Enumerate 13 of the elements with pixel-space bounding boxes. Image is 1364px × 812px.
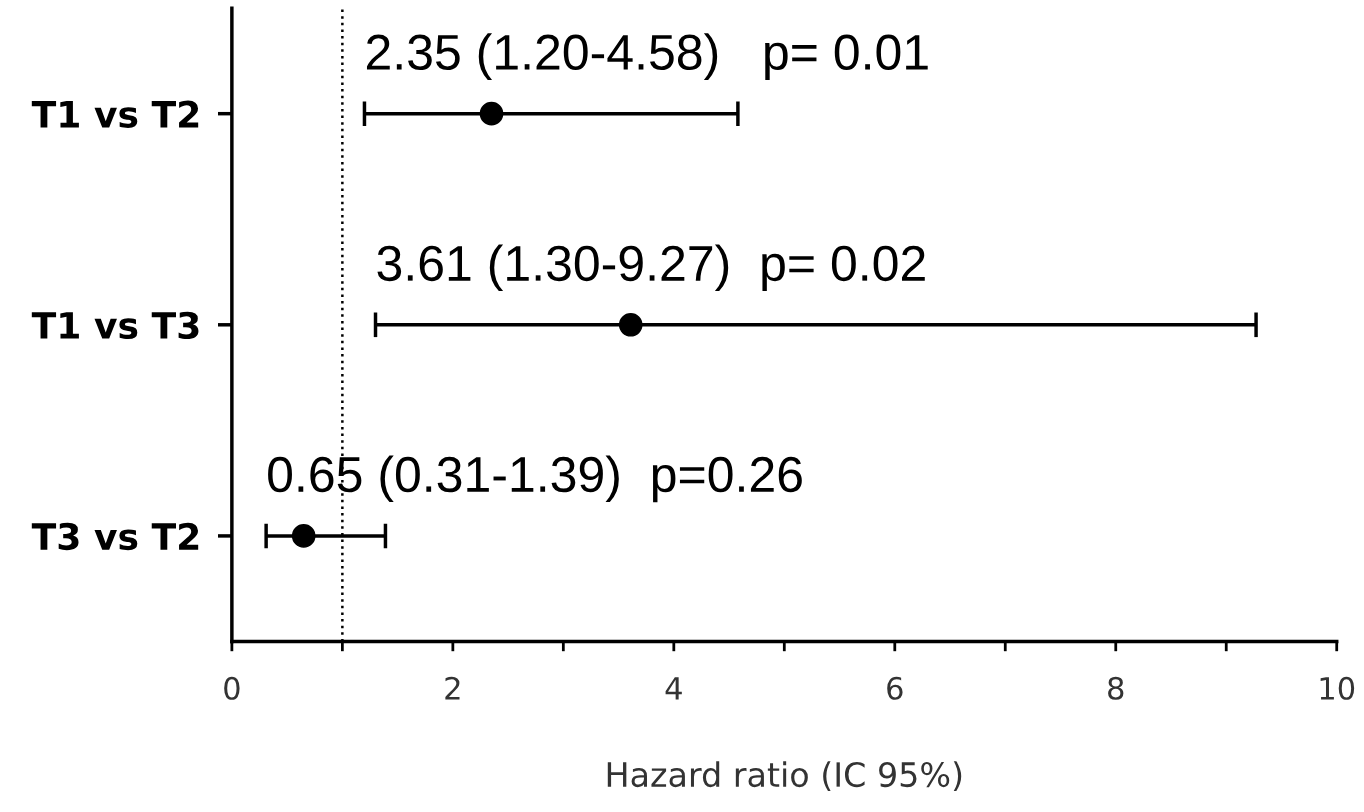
data-label: 2.35 (1.20-4.58) p= 0.01	[366, 33, 928, 80]
data-label: 3.61 (1.30-9.27) p= 0.02	[377, 244, 925, 292]
y-tick-label: T1 vs T2	[31, 100, 199, 128]
x-tick-label: 8	[1108, 676, 1124, 700]
y-tick-label: T1 vs T3	[31, 311, 199, 340]
y-tick-label: T3 vs T2	[31, 522, 199, 551]
x-tick-label: 0	[224, 676, 240, 700]
x-tick-label: 6	[887, 676, 903, 700]
x-axis-title: Hazard ratio (IC 95%)	[607, 761, 962, 792]
x-tick-label: 2	[445, 676, 460, 700]
x-tick-label: 10	[1320, 676, 1355, 700]
x-tick-label: 4	[665, 677, 682, 700]
data-label: 0.65 (0.31-1.39) p=0.26	[268, 455, 802, 503]
